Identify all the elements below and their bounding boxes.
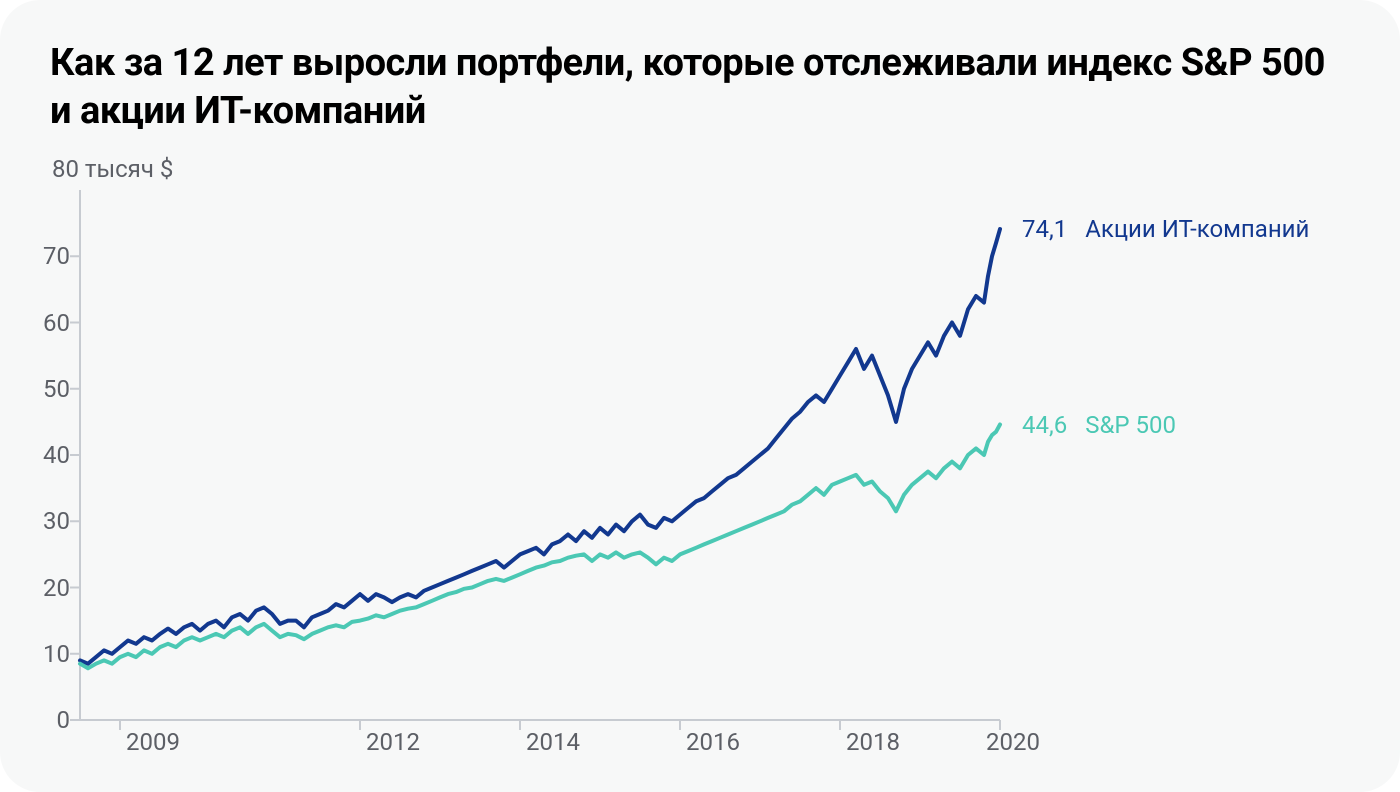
series-end-value: 44,6 — [1022, 411, 1067, 439]
series-name: S&P 500 — [1085, 411, 1176, 439]
x-tick-label: 2012 — [366, 728, 420, 756]
chart-svg — [80, 190, 1000, 720]
y-tick-label: 10 — [10, 640, 70, 668]
series-line-it_stocks — [80, 229, 1000, 664]
series-end-label-sp500: 44,6 S&P 500 — [1022, 411, 1176, 439]
series-name: Акции ИТ-компаний — [1085, 215, 1309, 243]
chart-plot-area: 0102030405060702009201220142016201820207… — [80, 190, 1000, 720]
x-tick-label: 2018 — [846, 728, 900, 756]
y-tick-label: 30 — [10, 507, 70, 535]
series-end-value: 74,1 — [1022, 215, 1067, 243]
x-tick-label: 2009 — [126, 728, 180, 756]
y-tick-label: 60 — [10, 309, 70, 337]
chart-title: Как за 12 лет выросли портфели, которые … — [50, 40, 1350, 135]
x-tick-label: 2020 — [986, 728, 1040, 756]
y-axis-unit-label: 80 тысяч $ — [52, 155, 173, 183]
y-tick-label: 40 — [10, 441, 70, 469]
x-tick-label: 2014 — [526, 728, 580, 756]
series-end-label-it_stocks: 74,1 Акции ИТ-компаний — [1022, 215, 1309, 243]
chart-card: Как за 12 лет выросли портфели, которые … — [0, 0, 1400, 792]
y-tick-label: 50 — [10, 375, 70, 403]
series-line-sp500 — [80, 425, 1000, 669]
y-tick-label: 0 — [10, 706, 70, 734]
x-tick-label: 2016 — [686, 728, 740, 756]
y-tick-label: 70 — [10, 242, 70, 270]
y-tick-label: 20 — [10, 574, 70, 602]
